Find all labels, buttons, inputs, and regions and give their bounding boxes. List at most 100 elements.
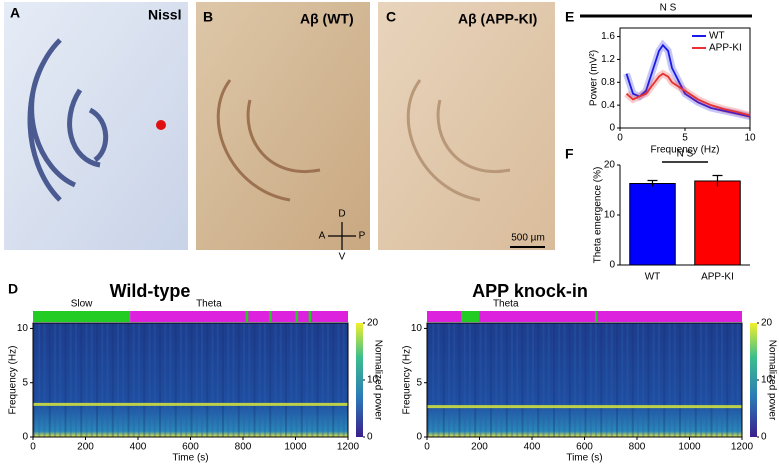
spectrogram-texture (490, 323, 492, 437)
spectrogram-texture (448, 323, 450, 437)
spectrogram-texture (589, 323, 592, 437)
panel-label: F (565, 146, 574, 162)
spectrogram-texture (295, 323, 298, 437)
spectrogram-texture (138, 323, 140, 437)
spectrogram-texture (195, 323, 198, 437)
spectrogram-texture (705, 323, 708, 437)
panel-label: D (8, 281, 18, 297)
y-tick-label: 0.8 (601, 77, 615, 88)
spectrogram-texture (321, 323, 324, 437)
y-tick-label: 1.6 (601, 31, 615, 42)
y-tick-label: 10 (604, 210, 616, 221)
spectrogram-texture (694, 323, 697, 437)
y-tick-label: 0 (609, 260, 615, 271)
colorbar-tick-label: 20 (367, 318, 379, 329)
annotation: N S (677, 149, 694, 160)
spectrogram-texture (85, 323, 88, 437)
state-segment (595, 311, 598, 322)
spectrogram-texture (684, 323, 687, 437)
colorbar (356, 323, 363, 437)
spectrogram-texture (563, 323, 566, 437)
spectrogram-texture (453, 323, 456, 437)
spectrogram-texture (637, 323, 639, 437)
spectrogram-texture (532, 323, 534, 437)
spectrogram-texture (616, 323, 618, 437)
state-label: Theta (493, 299, 519, 310)
spectrogram-texture (621, 323, 624, 437)
spectrogram-texture (96, 323, 98, 437)
spectrogram-texture (442, 323, 445, 437)
spectrogram-texture (526, 323, 529, 437)
stain-label: Aβ (APP-KI) (458, 11, 537, 27)
spectrogram-texture (584, 323, 587, 437)
y-tick-label: 1.2 (601, 54, 615, 65)
spectrogram-texture (153, 323, 156, 437)
spectrogram-texture (673, 323, 676, 437)
spectrogram-texture (132, 323, 135, 437)
spectrogram-texture (122, 323, 125, 437)
error-bar (647, 179, 658, 187)
state-segment (308, 311, 312, 322)
spectrogram-texture (159, 323, 161, 437)
colorbar-tick-label: 0 (761, 432, 767, 443)
x-tick-label: 600 (182, 442, 199, 453)
x-tick-label: 10 (744, 133, 756, 144)
spectrogram-texture (211, 323, 214, 437)
spectrogram-texture (511, 323, 513, 437)
spectrogram-texture (190, 323, 193, 437)
series-line (625, 43, 751, 118)
y-tick-label: 10 (17, 323, 29, 334)
x-tick-label: 800 (629, 442, 646, 453)
colorbar-tick-label: 0 (367, 432, 373, 443)
spectrogram-texture (80, 323, 83, 437)
y-tick-label: 10 (411, 323, 423, 334)
spectrogram-texture (547, 323, 550, 437)
colorbar-tick-label: 10 (367, 375, 379, 386)
spectrogram-texture (631, 323, 634, 437)
compass-label: D (338, 209, 345, 220)
colorbar (750, 323, 757, 437)
x-tick-label: 600 (576, 442, 593, 453)
spectrogram-texture (311, 323, 314, 437)
y-tick-label: 5 (22, 377, 28, 388)
spectrogram-texture (64, 323, 67, 437)
spectrogram-texture (248, 323, 251, 437)
spectrogram-texture (169, 323, 172, 437)
spectrogram-texture (568, 323, 571, 437)
bar (629, 183, 676, 266)
spectrogram-texture (33, 323, 35, 437)
annotation: N S (660, 3, 677, 14)
spectrogram-texture (279, 323, 282, 437)
spectrogram-texture (479, 323, 482, 437)
spectrogram-texture (484, 323, 487, 437)
spectrogram-texture (243, 323, 245, 437)
y-tick-label: 0 (22, 432, 28, 443)
compass-label: V (339, 252, 346, 263)
spectrogram-texture (227, 323, 230, 437)
tissue-layer (406, 79, 511, 202)
x-tick-label: 400 (524, 442, 541, 453)
spectrogram-texture (300, 323, 303, 437)
error-bar (712, 174, 723, 187)
x-tick-label: 0 (30, 442, 36, 453)
y-tick-label: 0 (609, 123, 615, 134)
spectrogram-texture (642, 323, 645, 437)
spectrogram-texture (710, 323, 713, 437)
legend-label: WT (709, 31, 725, 42)
image-b (196, 2, 370, 250)
y-tick-label: 0.4 (601, 100, 615, 111)
tissue-layer (27, 38, 109, 202)
spectrogram-texture (237, 323, 240, 437)
spectrogram-texture (505, 323, 508, 437)
panel-label: C (386, 9, 396, 25)
electrode-site (156, 120, 166, 130)
spectrogram-texture (679, 323, 681, 437)
x-tick-label: 400 (130, 442, 147, 453)
spectrogram-texture (516, 323, 519, 437)
spectrogram-texture (106, 323, 109, 437)
x-axis-label: Time (s) (566, 453, 602, 464)
spectrogram-texture (327, 323, 329, 437)
y-axis-label: Frequency (Hz) (402, 346, 413, 415)
x-axis-label: Frequency (Hz) (651, 145, 720, 156)
